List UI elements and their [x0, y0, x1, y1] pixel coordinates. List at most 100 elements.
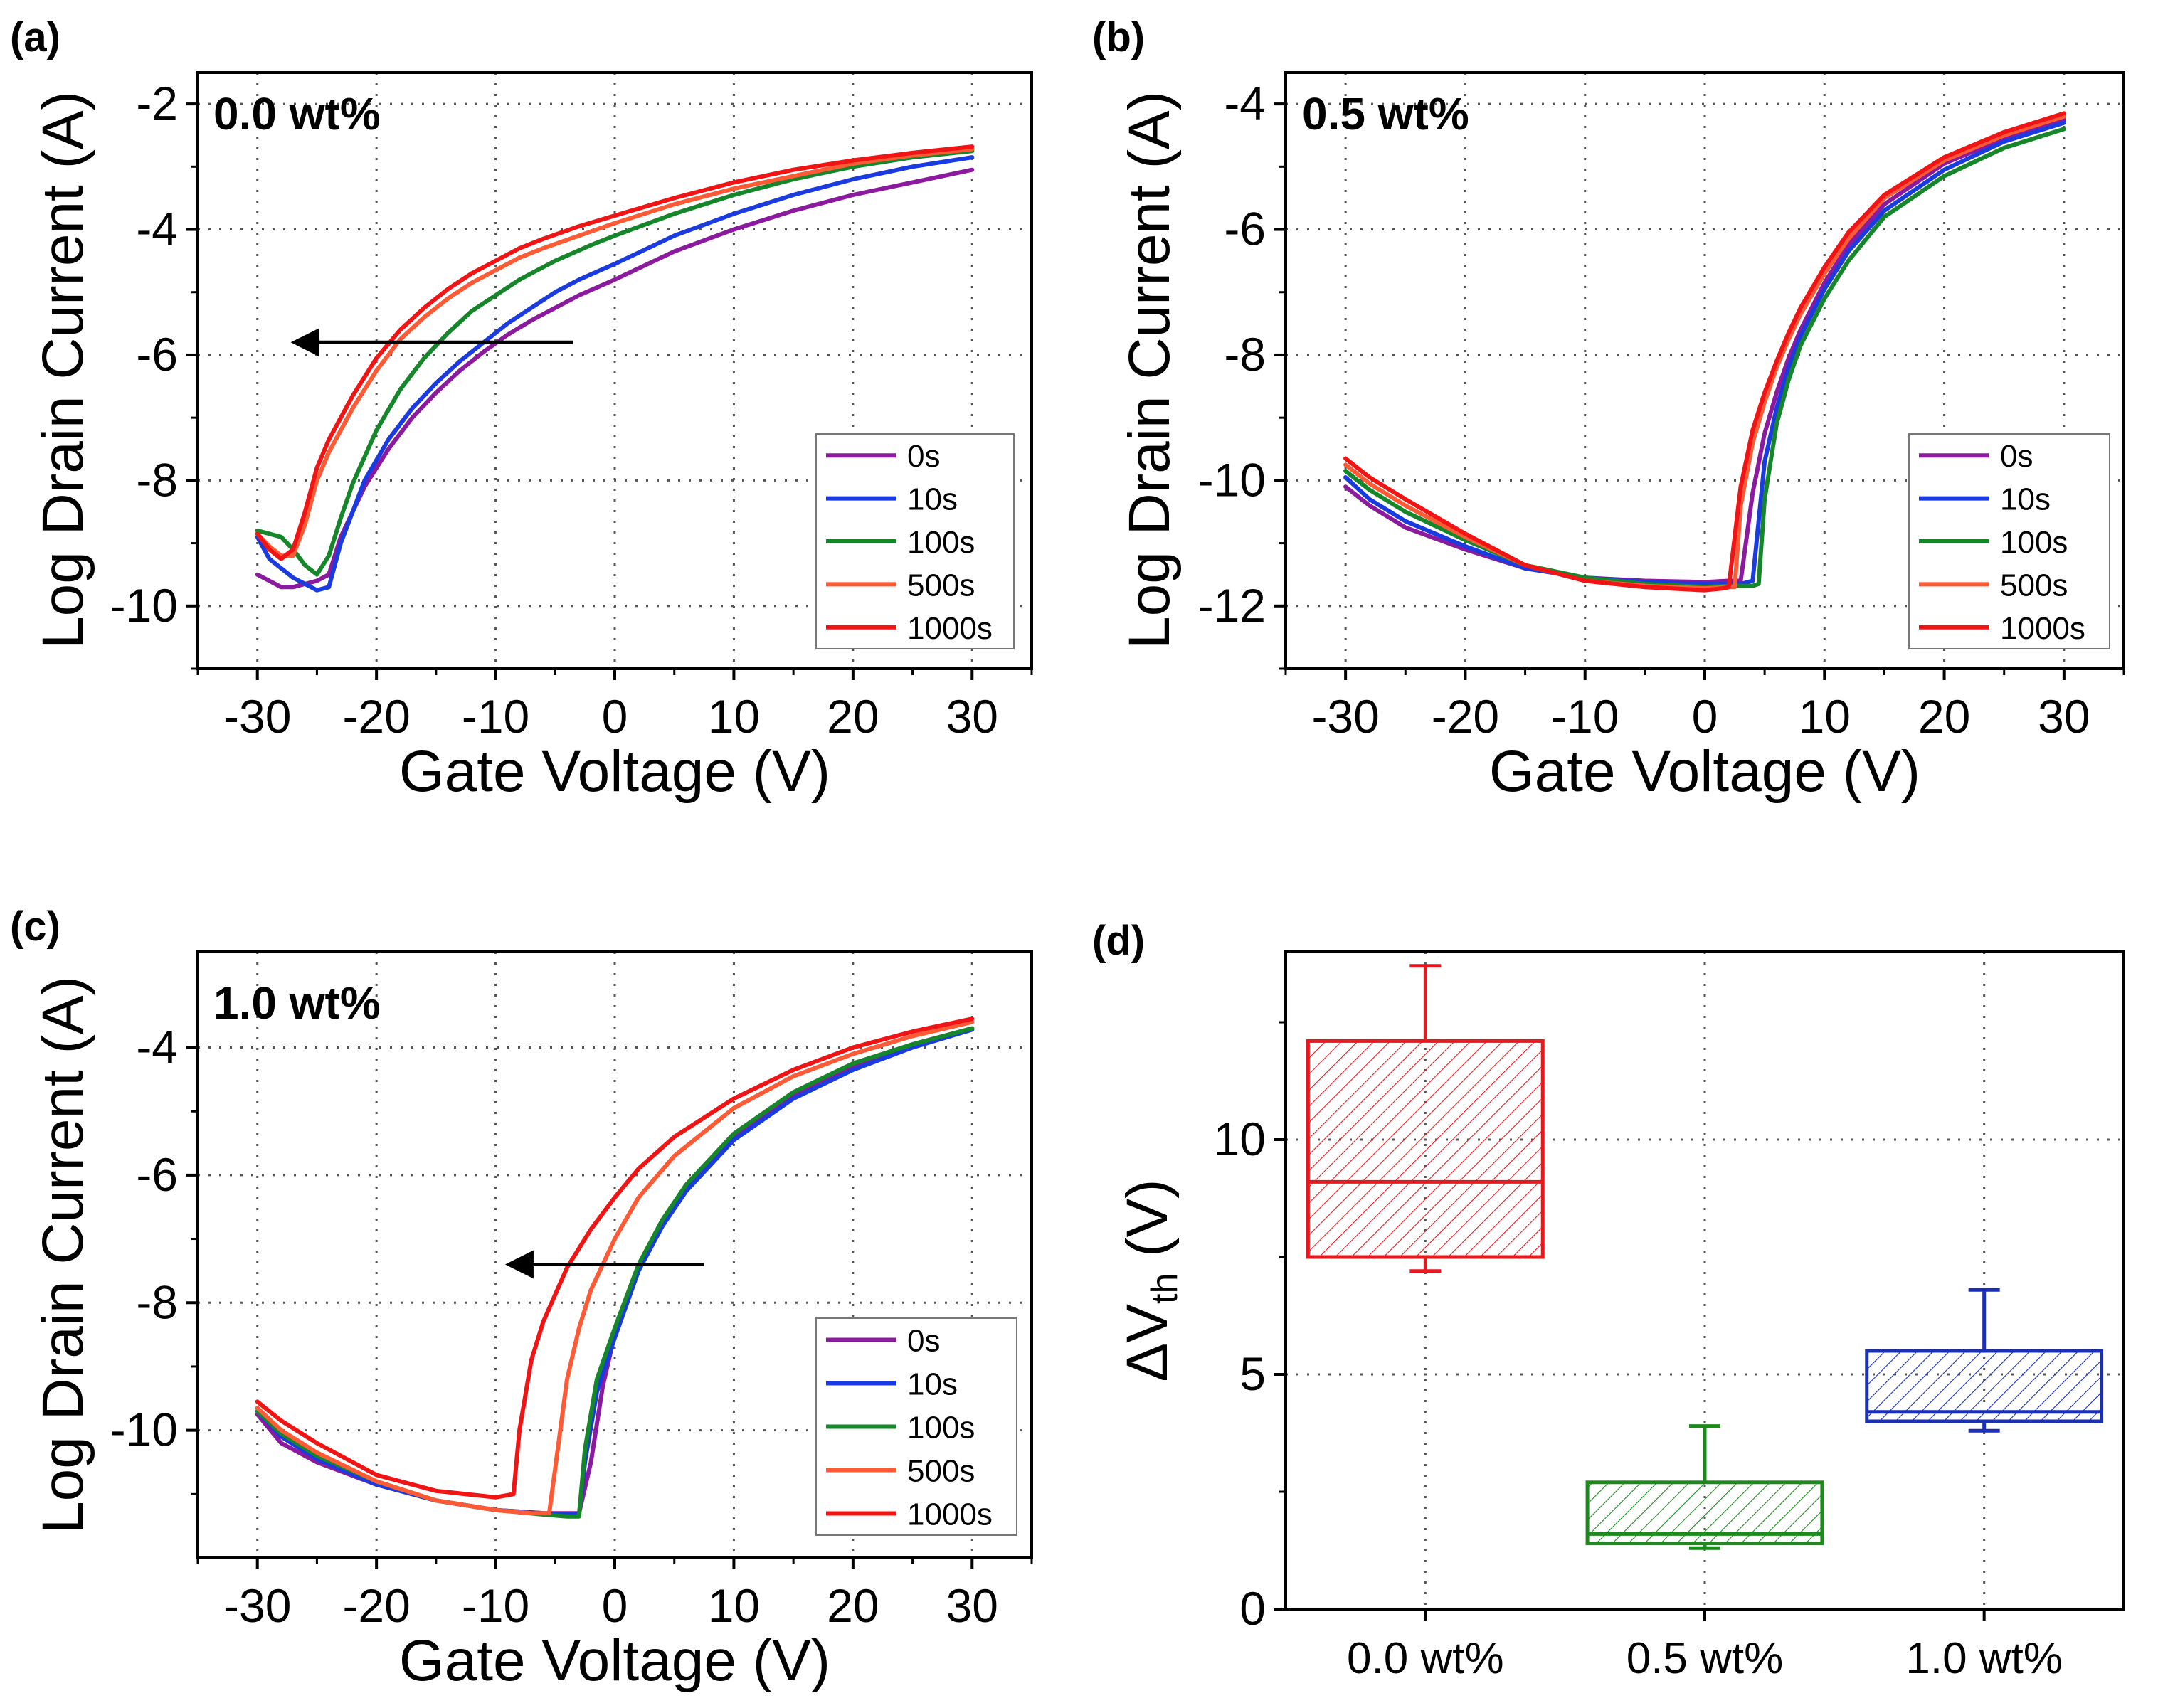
chart-panel-c: -30 -20 -10 0 10 20 30 -10 -8 -6 -4 1.0 wt% Gate V…: [31, 950, 1033, 1693]
y-tick-label: -10: [110, 579, 178, 632]
x-tick-label: 30: [946, 690, 998, 743]
y-tick-label: 5: [1239, 1347, 1266, 1400]
legend-label-100s: 100s: [2000, 525, 2068, 560]
box-1.0 wt%: [1865, 1288, 2104, 1433]
axis-ticks-a: -30 -20 -10 0 10 20 30 -10 -8 -6 -4 -2: [110, 77, 1033, 743]
box-0.5 wt%: [1585, 1424, 1824, 1550]
axis-ticks-c: -30 -20 -10 0 10 20 30 -10 -8 -6 -4: [110, 1021, 1033, 1632]
legend-label-0s: 0s: [907, 1324, 940, 1359]
x-tick-label: 20: [1918, 690, 1970, 743]
grid-b: [1286, 73, 2124, 669]
box-iqr: [1865, 1349, 2104, 1423]
series-line-10s: [1343, 120, 2066, 586]
legend-label-10s: 10s: [907, 482, 958, 517]
annotation-a: 0.0 wt%: [213, 88, 381, 139]
legend-label-0s: 0s: [2000, 439, 2033, 474]
chart-panel-b: -30 -20 -10 0 10 20 30 -12 -10 -8 -6 -4 0.5 wt% Gat…: [1117, 71, 2125, 804]
series-line-500s: [255, 147, 975, 558]
x-tick-label: 30: [2038, 690, 2090, 743]
y-tick-label: -2: [136, 77, 178, 129]
panel-label-b: (b): [1092, 14, 1145, 60]
y-tick-label: -4: [136, 203, 178, 255]
y-tick-label: -8: [1224, 328, 1266, 381]
y-tick-label: -6: [1224, 203, 1266, 255]
series-line-1000s: [255, 144, 975, 561]
series-line-1000s: [1343, 111, 2066, 593]
x-tick-label: -20: [342, 1579, 410, 1632]
x-tick-label: 20: [827, 690, 879, 743]
y-tick-label: -4: [136, 1021, 178, 1073]
legend-b: 0s 10s 100s 500s 1000s: [1908, 433, 2110, 649]
axis-ticks-d: 0 5 10 0.0 wt% 0.5 wt% 1.0 wt%: [1214, 1021, 2063, 1683]
series-group-c: [255, 1017, 975, 1519]
x-category-label: 0.0 wt%: [1347, 1634, 1504, 1683]
chart-panel-a: -30 -20 -10 0 10 20 30 -10 -8 -6 -4 -2 0.0 wt% Gate…: [31, 71, 1033, 804]
annotation-c: 1.0 wt%: [213, 977, 381, 1029]
legend-label-100s: 100s: [907, 1411, 975, 1446]
series-line-10s: [255, 155, 975, 593]
y-tick-label: -6: [136, 1148, 178, 1201]
y-tick-label: -8: [136, 1275, 178, 1328]
legend-label-500s: 500s: [2000, 568, 2068, 603]
x-tick-label: 10: [708, 1579, 760, 1632]
x-tick-label: 10: [1799, 690, 1851, 743]
x-axis-label-b: Gate Voltage (V): [1489, 739, 1920, 804]
y-tick-label: -10: [110, 1404, 178, 1456]
legend-label-10s: 10s: [2000, 482, 2051, 517]
annotation-b: 0.5 wt%: [1302, 88, 1469, 139]
x-tick-label: -10: [462, 1579, 529, 1632]
series-line-500s: [255, 1019, 975, 1516]
legend-c: 0s 10s 100s 500s 1000s: [815, 1317, 1017, 1536]
x-category-label: 0.5 wt%: [1627, 1634, 1784, 1683]
series-line-1000s: [255, 1017, 975, 1500]
series-line-100s: [255, 149, 975, 577]
x-tick-label: -20: [1432, 690, 1499, 743]
x-category-label: 1.0 wt%: [1905, 1634, 2063, 1683]
legend-a: 0s 10s 100s 500s 1000s: [815, 433, 1015, 649]
x-tick-label: 20: [827, 1579, 879, 1632]
x-tick-label: 10: [708, 690, 760, 743]
series-group-a: [255, 144, 975, 593]
x-tick-label: 0: [602, 1579, 628, 1632]
y-axis-label-d-main: ΔV: [1115, 1304, 1180, 1382]
y-tick-label: -12: [1198, 579, 1266, 632]
panel-label-c: (c): [10, 903, 60, 950]
x-tick-label: -10: [1551, 690, 1619, 743]
legend-label-100s: 100s: [907, 525, 975, 560]
y-axis-label-a: Log Drain Current (A): [31, 91, 95, 649]
x-axis-label-c: Gate Voltage (V): [399, 1628, 830, 1693]
panel-label-a: (a): [10, 14, 60, 60]
y-axis-label-c: Log Drain Current (A): [31, 976, 95, 1534]
x-tick-label: 0: [602, 690, 628, 743]
y-axis-label-d-unit: (V): [1115, 1179, 1180, 1273]
y-axis-label-d: ΔVth (V): [1115, 1179, 1185, 1382]
panel-label-d: (d): [1092, 918, 1145, 964]
x-tick-label: -30: [1311, 690, 1379, 743]
legend-label-10s: 10s: [907, 1367, 958, 1402]
chart-panel-d: 0 5 10 0.0 wt% 0.5 wt% 1.0 wt% ΔVth (V): [1115, 950, 2125, 1683]
y-axis-label-b: Log Drain Current (A): [1117, 91, 1182, 649]
legend-label-500s: 500s: [907, 1454, 975, 1489]
legend-label-500s: 500s: [907, 568, 975, 603]
y-axis-label-d-sub: th: [1144, 1273, 1185, 1304]
axis-ticks-b: -30 -20 -10 0 10 20 30 -12 -10 -8 -6 -4: [1198, 77, 2125, 743]
x-tick-label: -10: [462, 690, 529, 743]
box-0.0 wt%: [1306, 964, 1545, 1273]
legend-label-0s: 0s: [907, 439, 940, 474]
box-group-d: [1306, 964, 2104, 1550]
legend-label-1000s: 1000s: [907, 1497, 993, 1532]
x-tick-label: -20: [342, 690, 410, 743]
x-tick-label: -30: [223, 690, 291, 743]
x-tick-label: -30: [223, 1579, 291, 1632]
box-iqr: [1306, 1039, 1545, 1259]
x-tick-label: 30: [946, 1579, 998, 1632]
y-tick-label: 0: [1239, 1582, 1266, 1635]
y-tick-label: -10: [1198, 453, 1266, 506]
legend-label-1000s: 1000s: [907, 611, 993, 646]
legend-label-1000s: 1000s: [2000, 611, 2085, 646]
x-tick-label: 0: [1692, 690, 1718, 743]
series-group-b: [1343, 111, 2066, 593]
x-axis-label-a: Gate Voltage (V): [399, 739, 830, 804]
y-tick-label: -8: [136, 453, 178, 506]
